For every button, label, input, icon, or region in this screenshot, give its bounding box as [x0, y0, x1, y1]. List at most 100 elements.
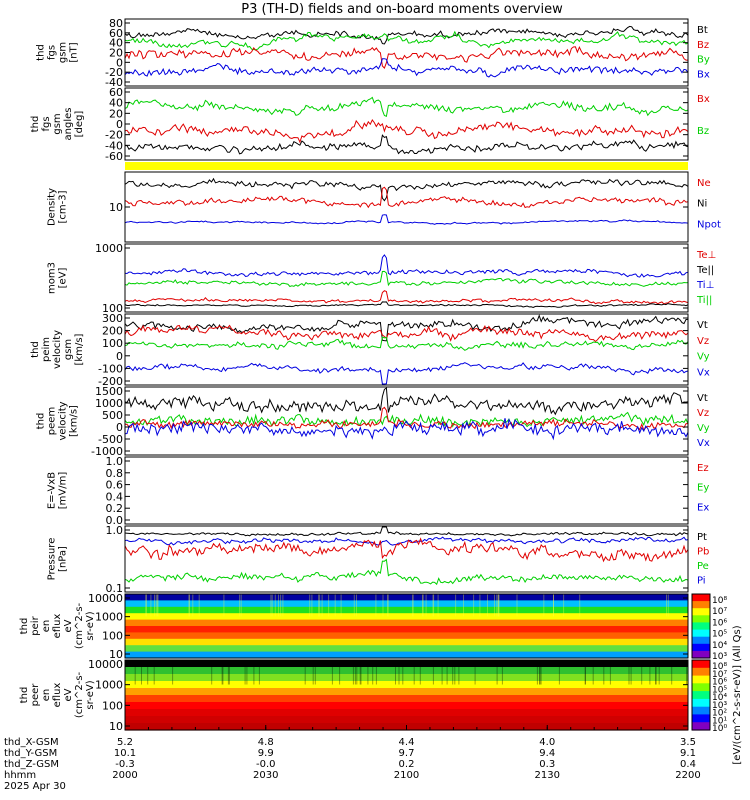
x-row-value: 4.8: [258, 737, 274, 748]
y-tick-label: 40: [109, 97, 123, 110]
colorbar-segment: [692, 643, 710, 652]
x-row-label: hhmm: [4, 770, 36, 781]
colorbar-segment: [692, 722, 710, 731]
panel-thd_density: Ne Ni Npot 10 Density [cm-3]: [47, 171, 721, 243]
y-tick-label: -500: [98, 433, 123, 446]
spectrogram-streak: [153, 660, 155, 685]
spectrogram-streak: [141, 660, 142, 685]
spectrogram-streak: [274, 594, 276, 617]
spectrogram-streak: [311, 594, 313, 617]
series-line: [124, 536, 689, 546]
legend-Bz: Bz: [697, 126, 709, 137]
legend-Te⊥: Te⊥: [696, 250, 716, 261]
colorbar-segment: [692, 706, 710, 716]
y-tick-label: 0.1: [106, 582, 124, 595]
spectrogram-band: [125, 688, 688, 696]
y-axis-label: velocity: [58, 401, 69, 440]
y-tick-label: 80: [109, 17, 123, 30]
x-row-value: 2000: [112, 770, 137, 781]
y-tick-label: 100: [102, 337, 123, 350]
y-axis-label: peir: [30, 615, 41, 635]
spectrogram-streak: [246, 660, 248, 685]
spectrogram-streak: [145, 594, 147, 617]
y-axis-label: velocity: [52, 330, 63, 369]
colorbar-frame: [691, 659, 711, 731]
spectrogram-streak: [147, 660, 149, 685]
spectrogram-band: [125, 651, 688, 659]
spectrogram-streak: [222, 660, 224, 685]
legend-Pi: Pi: [697, 576, 706, 587]
x-row-value: 0.4: [680, 759, 696, 770]
y-axis-label: gsm: [58, 42, 69, 63]
y-tick-label: -60: [105, 150, 123, 163]
colorbar-tick-label: 10⁴: [712, 693, 727, 703]
series-line: [124, 418, 689, 441]
spectrogram-streak: [354, 660, 356, 685]
y-axis-label: [nPa]: [58, 546, 69, 572]
spectrogram-streak: [432, 660, 434, 685]
spectrogram-streak: [334, 594, 336, 617]
spectrogram-streak: [372, 660, 374, 685]
y-tick-label: -40: [105, 76, 123, 89]
spectrogram-streak: [321, 594, 323, 617]
spectrogram-streak: [422, 594, 424, 617]
spectrogram-streak: [441, 660, 443, 685]
spectrogram-streak: [463, 594, 464, 617]
spectrogram-streak: [649, 660, 651, 685]
spectrogram-streak: [154, 594, 155, 617]
spectrogram-streak: [221, 660, 223, 685]
series-line: [124, 558, 689, 586]
spectrogram-streak: [353, 594, 355, 617]
legend-Ti⊥: Ti⊥: [696, 280, 714, 291]
spectrogram-streak: [331, 660, 333, 685]
spectrogram-streak: [192, 594, 194, 617]
x-row-value: 4.4: [399, 737, 415, 748]
spectrogram-streak: [270, 594, 272, 617]
y-tick-label: 0.6: [106, 479, 124, 492]
x-row-value: 9.4: [539, 748, 555, 759]
spectrogram-streak: [553, 594, 554, 617]
spectrogram-streak: [172, 660, 174, 685]
colorbar-segment: [692, 667, 710, 677]
spectrogram-streak: [146, 594, 147, 617]
series-line: [124, 134, 689, 155]
y-axis-label: E=-VxB: [47, 472, 58, 509]
y-tick-label: 20: [109, 47, 123, 60]
plot-title: P3 (TH-D) fields and on-board moments ov…: [241, 2, 563, 17]
spectrogram-streak: [422, 594, 423, 617]
x-row-label: thd_Z-GSM: [4, 759, 59, 770]
spectrogram-streak: [278, 594, 279, 617]
y-axis-label: eV: [63, 688, 74, 701]
y-axis-label: mom3: [47, 262, 58, 294]
colorbar-segment: [692, 629, 710, 638]
colorbar-segment: [692, 714, 710, 723]
spectrogram-band: [125, 613, 688, 621]
y-axis-label: angles: [63, 108, 74, 141]
y-tick-label: 10: [109, 201, 123, 214]
y-axis-label: sr-eV): [85, 680, 96, 709]
series-line: [124, 119, 689, 144]
y-tick-label: 0: [116, 350, 123, 363]
y-tick-label: 10000: [88, 592, 123, 605]
spectrogram-band: [125, 674, 688, 682]
spectrogram-streak: [244, 660, 246, 685]
spectrogram-streak: [223, 594, 225, 617]
spectrogram-streak: [666, 594, 667, 617]
colorbar-segment: [692, 622, 710, 631]
y-tick-label: 40: [109, 37, 123, 50]
y-tick-label: 0.8: [106, 467, 124, 480]
x-row-value: 2100: [394, 770, 419, 781]
y-axis-label: thd: [30, 116, 41, 133]
spectrogram-streak: [498, 594, 500, 617]
panel-frame: [124, 456, 689, 525]
spectrogram-streak: [198, 594, 200, 617]
y-tick-label: 1000: [95, 679, 123, 692]
spectrogram-streak: [628, 660, 630, 685]
spectrogram-streak: [540, 660, 542, 685]
spectrogram-streak: [553, 594, 554, 617]
x-row-value: 4.0: [539, 737, 555, 748]
y-tick-label: 0: [116, 56, 123, 69]
